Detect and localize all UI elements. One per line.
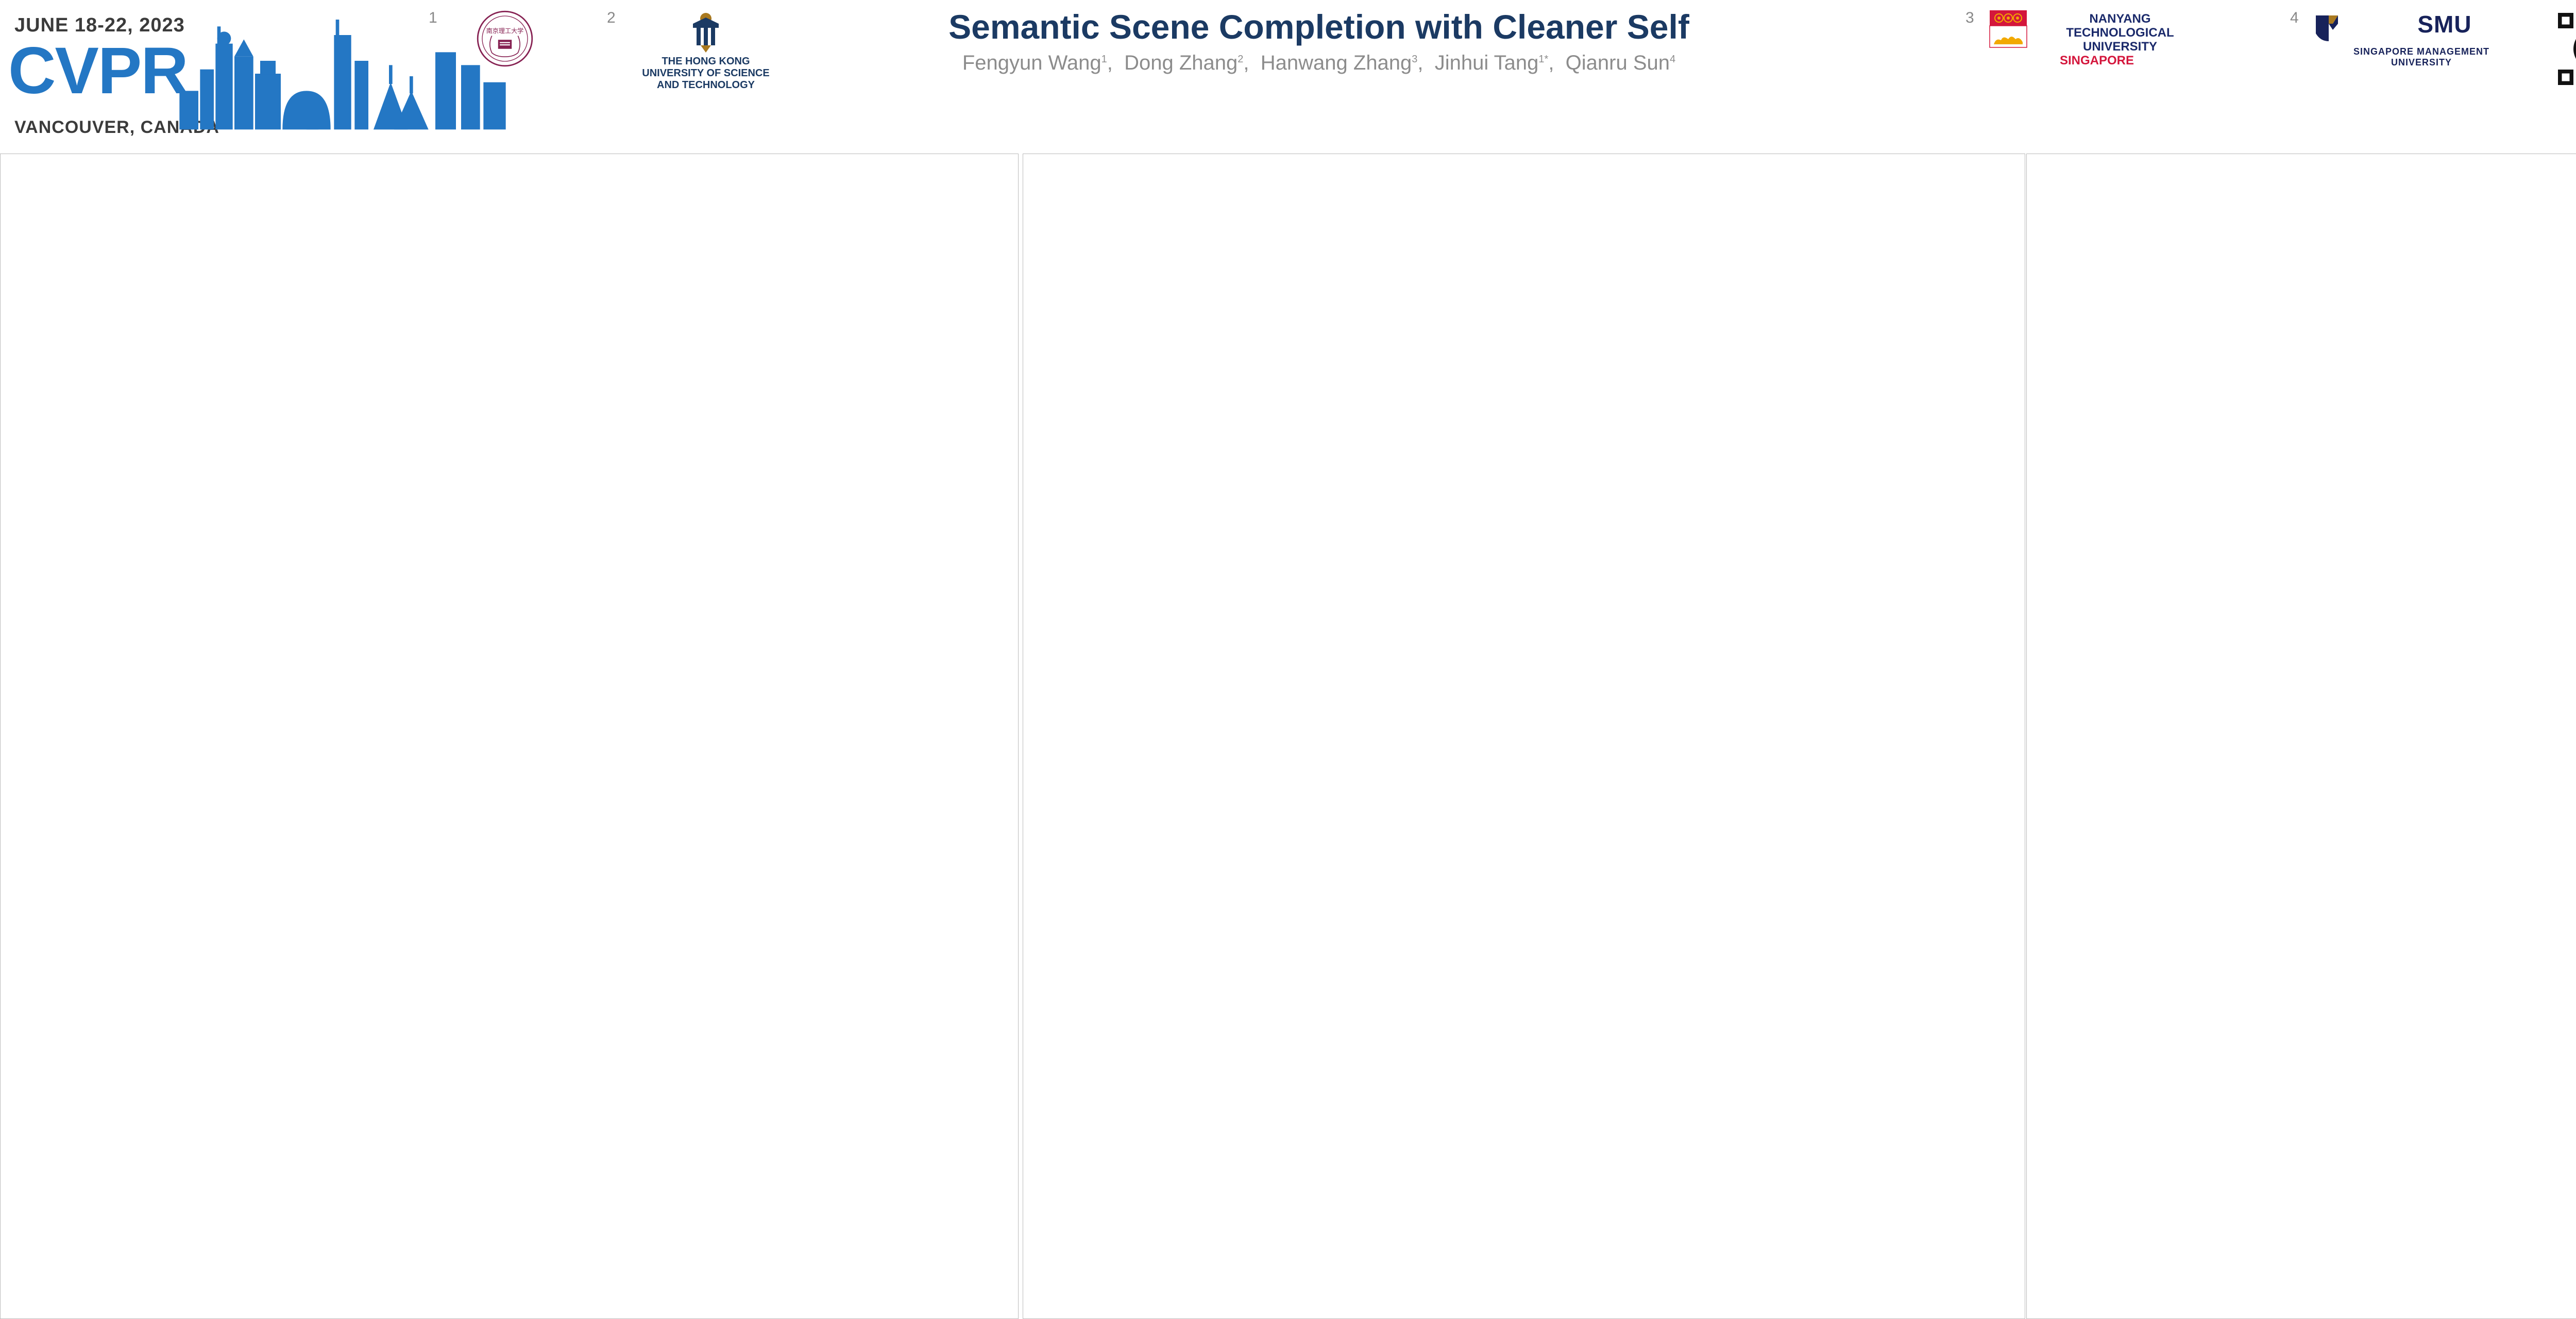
svg-text:南京理工大学: 南京理工大学 <box>486 27 524 35</box>
